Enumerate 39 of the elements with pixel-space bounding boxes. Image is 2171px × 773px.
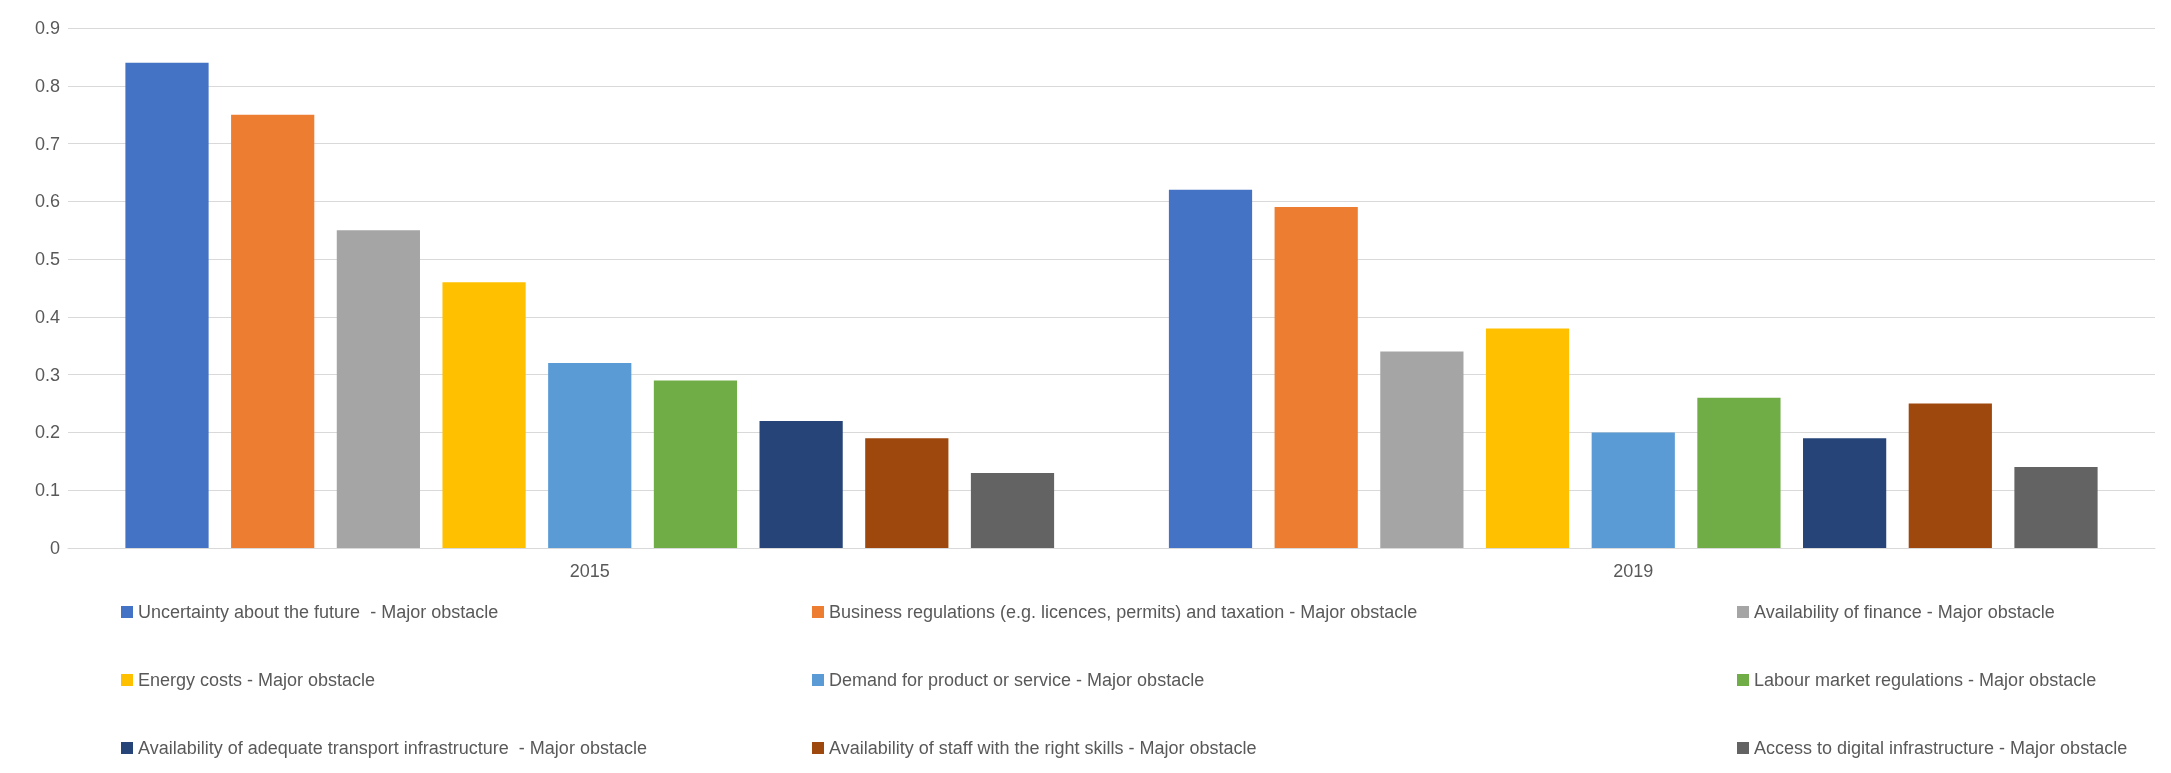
bar <box>970 472 1055 548</box>
x-tick-label: 2015 <box>569 561 610 581</box>
x-tick-label: 2019 <box>1613 561 1654 581</box>
legend-label: Energy costs - Major obstacle <box>138 670 376 690</box>
y-tick-label: 0.5 <box>34 249 60 270</box>
bar <box>1908 403 1992 548</box>
bar <box>865 438 949 548</box>
y-tick-label: 0.8 <box>34 75 60 96</box>
bar <box>1591 432 1675 548</box>
legend-label: Demand for product or service - Major obstacle <box>829 670 1205 690</box>
bar <box>1380 351 1464 548</box>
bar <box>2014 467 2098 548</box>
bar <box>1168 189 1253 548</box>
y-tick-label: 0.9 <box>34 18 60 38</box>
bar <box>1485 328 1570 548</box>
bar <box>1803 438 1887 548</box>
y-tick-label: 0.4 <box>34 306 60 327</box>
bar <box>548 363 632 548</box>
legend-label: Uncertainty about the future - Major obstacle <box>138 602 499 622</box>
legend-label: Availability of finance - Major obstacle <box>1754 602 2055 622</box>
legend-label: Business regulations (e.g. licences, permits) and taxation - Major obstacle <box>829 602 1418 622</box>
bar <box>336 230 420 548</box>
bar <box>653 380 738 548</box>
bar <box>231 114 315 548</box>
legend-label: Availability of adequate transport infrastructure - Major obstacle <box>138 738 647 758</box>
legend-label: Labour market regulations - Major obstacle <box>1754 670 2097 690</box>
bar <box>1274 207 1358 548</box>
bar <box>1697 397 1781 548</box>
bar <box>125 62 209 548</box>
legend-label: Availability of staff with the right skills - Major obstacle <box>829 738 1257 758</box>
y-tick-label: 0 <box>49 538 60 558</box>
y-tick-label: 0.3 <box>34 364 60 385</box>
y-tick-label: 0.2 <box>34 422 60 443</box>
y-tick-label: 0.6 <box>34 191 60 212</box>
y-tick-label: 0.7 <box>34 133 60 154</box>
bar <box>759 420 843 548</box>
bar <box>442 282 526 548</box>
y-tick-label: 0.1 <box>34 480 60 501</box>
legend-label: Access to digital infrastructure - Major obstacle <box>1754 738 2128 758</box>
